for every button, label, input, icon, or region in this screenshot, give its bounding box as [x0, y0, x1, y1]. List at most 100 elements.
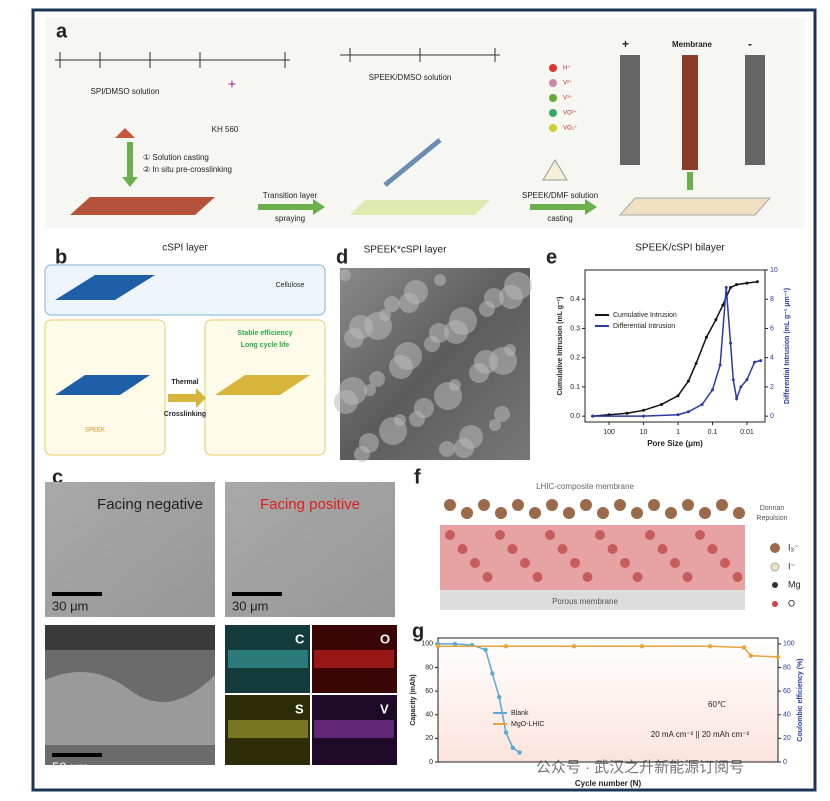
point [759, 359, 763, 363]
particle [444, 499, 456, 511]
particle [439, 441, 455, 457]
icon [770, 562, 780, 572]
legend-label: O [788, 598, 795, 608]
text: Crosslinking [164, 411, 206, 418]
point [729, 341, 733, 345]
ion-label: H⁺ [563, 65, 571, 72]
point [676, 394, 680, 398]
structure [340, 48, 500, 62]
text: ① Solution casting [143, 153, 209, 162]
y-tick-label: 4 [770, 355, 774, 362]
x-tick-label: 1 [676, 429, 680, 436]
particle [645, 530, 655, 540]
particle [364, 312, 392, 340]
image-title: Facing positive [260, 496, 360, 513]
plot-bg [438, 638, 778, 762]
particles [334, 269, 532, 462]
point [591, 414, 595, 418]
structure [55, 52, 290, 68]
y-tick-label: 60 [783, 688, 791, 695]
point [704, 335, 708, 339]
element-label: V [380, 701, 389, 716]
text: Transition layer [263, 191, 318, 200]
ion-icon [549, 109, 557, 117]
particle [409, 411, 425, 427]
y-tick-label: 8 [770, 296, 774, 303]
point [694, 362, 698, 366]
panel-title: SPEEK/cSPI bilayer [635, 243, 725, 254]
legend-label: Cumulative Intrusion [613, 312, 677, 319]
particle [716, 499, 728, 511]
arrow [168, 388, 206, 408]
particle [607, 544, 618, 554]
legend-label: MgO-LHIC [511, 721, 544, 728]
point [625, 411, 629, 415]
particle [469, 363, 489, 383]
text: spraying [275, 214, 305, 223]
x-tick-label: 100 [603, 429, 615, 436]
point [711, 388, 715, 392]
particle [529, 507, 541, 519]
panel-label: f [414, 466, 421, 488]
layer [55, 275, 155, 300]
point [741, 645, 747, 650]
x-axis-label: Cycle number (N) [575, 779, 642, 788]
particle [545, 530, 555, 540]
particle [454, 438, 474, 458]
icon [772, 601, 778, 607]
particle [682, 499, 694, 511]
particle [444, 320, 468, 344]
particle [631, 507, 643, 519]
legend-label: Mg [788, 579, 801, 589]
panel-a-bg [45, 18, 805, 228]
point [721, 303, 725, 307]
panel-title: cSPI layer [162, 243, 208, 254]
y-tick-label: 0 [429, 759, 433, 766]
legend-label: Differential Intrusion [613, 323, 675, 330]
particles [444, 499, 745, 582]
ion-icon [549, 79, 557, 87]
text: casting [547, 214, 572, 223]
point [676, 413, 680, 417]
membrane [682, 55, 698, 170]
particle [512, 499, 524, 511]
particle [479, 301, 495, 317]
point [745, 281, 749, 285]
y-tick-label: 60 [425, 688, 433, 695]
point [503, 644, 509, 649]
x-axis-label: Pore Size (μm) [647, 439, 703, 448]
particle [695, 530, 705, 540]
particle [339, 269, 351, 281]
icon [770, 543, 780, 553]
particle [434, 382, 462, 410]
particle [657, 544, 668, 554]
y2-axis-label: Differential Intrusion (mL g⁻¹ μm⁻¹) [784, 288, 791, 404]
legend-label: I₃⁻ [788, 542, 799, 552]
text: KH 560 [212, 125, 239, 134]
particle [595, 530, 605, 540]
point [517, 750, 522, 755]
text: Repulsion [756, 515, 787, 522]
point [707, 644, 713, 649]
particle [354, 446, 370, 462]
y-tick-label: 20 [425, 735, 433, 742]
element-label: O [380, 631, 390, 646]
panel-label: g [412, 620, 424, 642]
annotation: 60℃ [708, 700, 726, 709]
ion-label: V²⁺ [563, 80, 572, 87]
point [739, 385, 743, 389]
plot-frame [437, 637, 779, 763]
y-axis-label: Capacity (mAh) [410, 674, 417, 725]
y-tick-label: 0.4 [570, 296, 580, 303]
particle [364, 384, 376, 396]
y-tick-label: 80 [783, 664, 791, 671]
ion-label: VO²⁺ [563, 110, 577, 117]
electrode [745, 55, 765, 165]
text: - [748, 37, 752, 51]
point [718, 363, 722, 367]
annotation: 20 mA cm⁻² || 20 mAh cm⁻² [651, 730, 750, 739]
ion-label: VO₂⁺ [563, 125, 577, 132]
text: Membrane [672, 40, 713, 49]
ion-icon [549, 124, 557, 132]
